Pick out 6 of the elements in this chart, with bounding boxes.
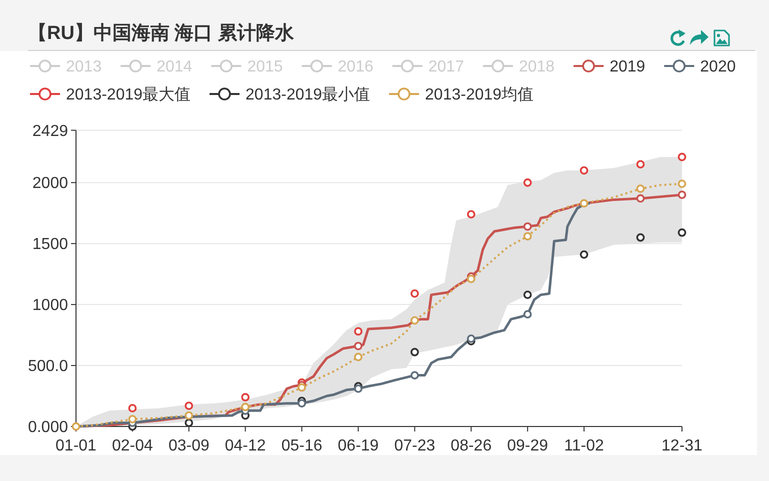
title: 【RU】中国海南 海口 累计降水 [28, 23, 294, 44]
legend-label: 2013-2019均值 [425, 86, 534, 104]
legend-label: 2013-2019最大值 [66, 86, 191, 104]
legend-label: 2019 [610, 58, 646, 76]
legend-label: 2013-2019最小值 [246, 86, 370, 104]
legend-label: 2020 [700, 58, 736, 76]
